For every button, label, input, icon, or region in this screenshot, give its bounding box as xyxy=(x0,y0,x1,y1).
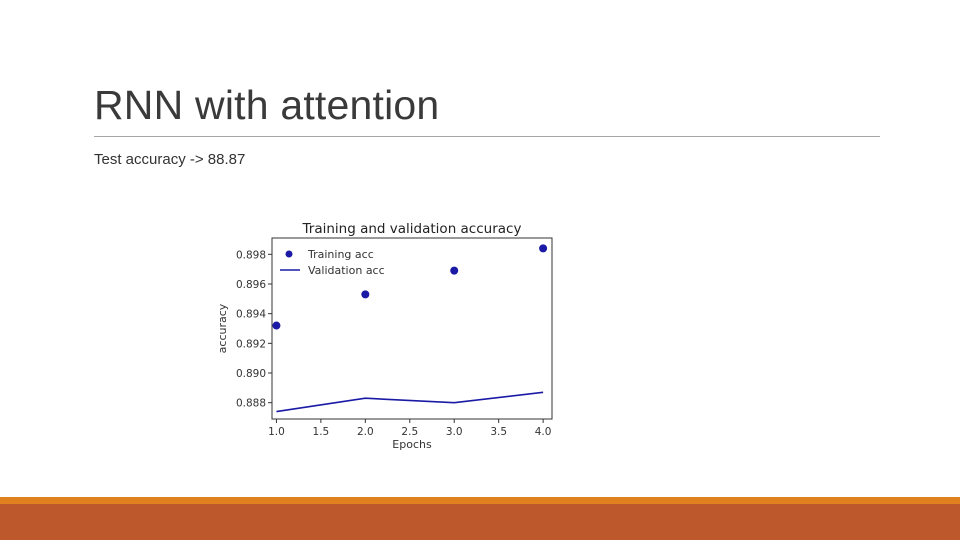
x-tick-label: 1.0 xyxy=(268,426,285,438)
training-acc-point xyxy=(450,266,459,275)
chart-title: Training and validation accuracy xyxy=(302,221,522,237)
training-acc-point xyxy=(539,244,548,253)
x-tick-label: 2.5 xyxy=(401,426,418,438)
y-axis-label: accuracy xyxy=(216,303,229,353)
footer-band xyxy=(0,504,960,540)
y-tick-label: 0.892 xyxy=(236,338,266,350)
slide-title: RNN with attention xyxy=(94,82,440,128)
accuracy-chart: Training and validation accuracy 0.888 0.… xyxy=(216,221,553,451)
y-tick-label: 0.888 xyxy=(236,398,266,410)
legend-label-training: Training acc xyxy=(307,248,374,261)
x-tick-label: 3.0 xyxy=(446,426,463,438)
x-tick-label: 2.0 xyxy=(357,426,374,438)
legend-label-validation: Validation acc xyxy=(308,264,385,277)
y-tick-label: 0.890 xyxy=(236,368,266,380)
training-acc-point xyxy=(361,290,370,299)
y-tick-label: 0.896 xyxy=(236,279,266,291)
x-tick-label: 3.5 xyxy=(490,426,507,438)
x-tick-label: 1.5 xyxy=(313,426,330,438)
training-acc-point xyxy=(272,321,281,330)
chart: Training and validation accuracy 0.888 0.… xyxy=(214,212,560,458)
body-text: Test accuracy -> 88.87 xyxy=(94,151,246,168)
y-tick-label: 0.898 xyxy=(236,249,266,261)
x-axis-label: Epochs xyxy=(392,438,432,451)
footer-band-accent xyxy=(0,497,960,504)
plot-frame xyxy=(271,237,553,420)
x-tick-label: 4.0 xyxy=(535,426,552,438)
legend-marker-training xyxy=(285,250,293,258)
validation-acc-line xyxy=(276,391,544,413)
title-divider xyxy=(94,136,880,137)
y-tick-label: 0.894 xyxy=(236,309,266,321)
